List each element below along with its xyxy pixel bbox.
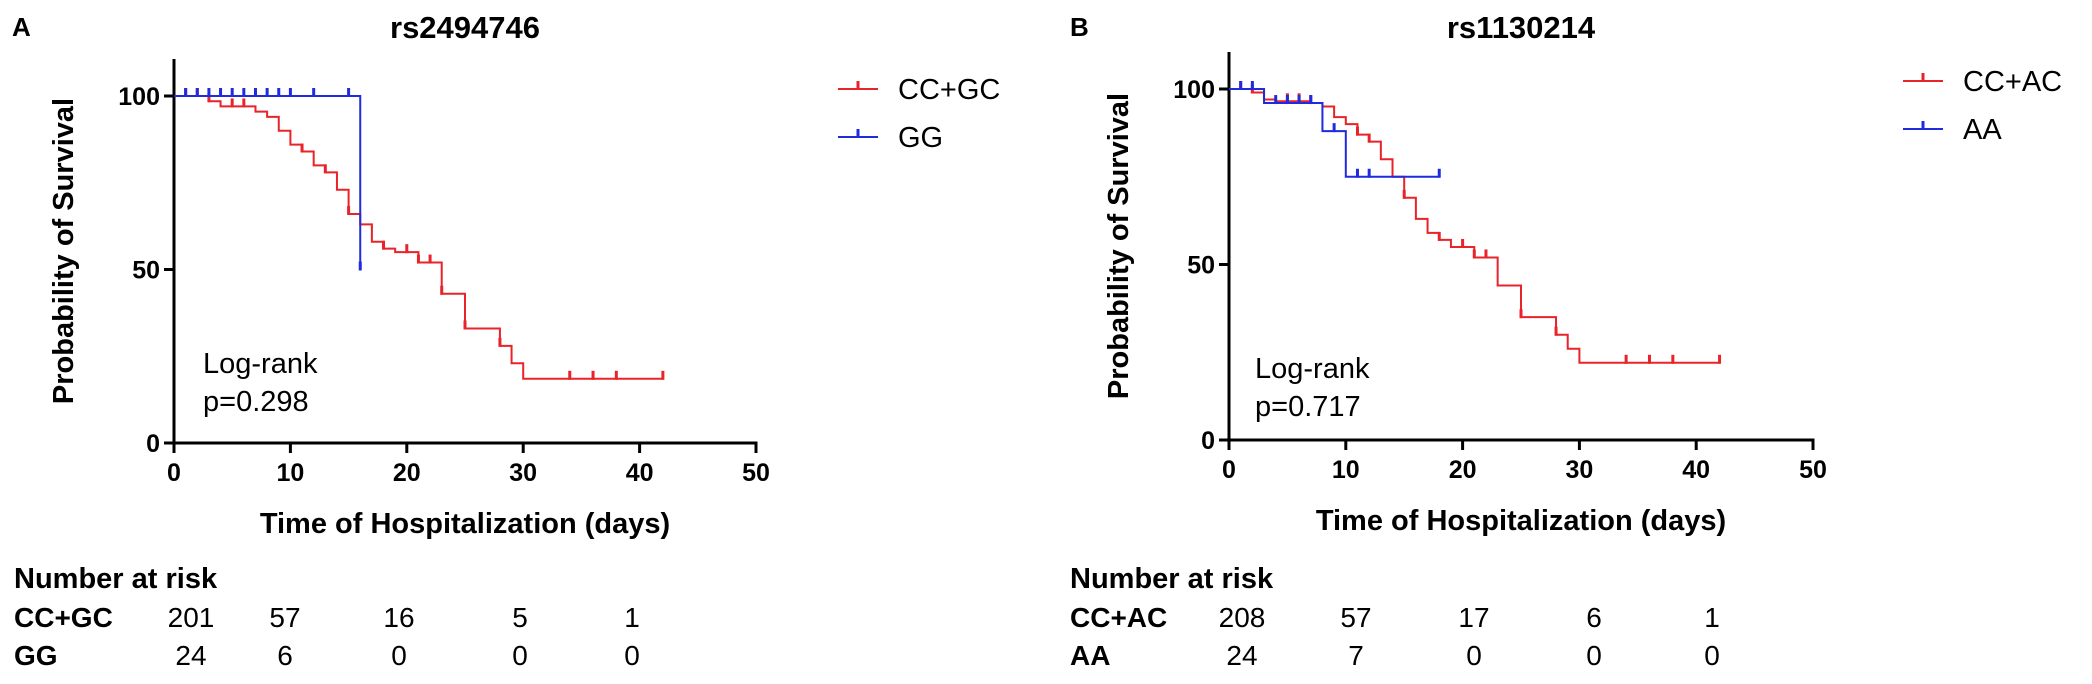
log-rank-annotation: Log-rank: [1255, 353, 1370, 385]
survival-curve-aa: [1229, 88, 1440, 178]
risk-row-label: CC+AC: [1070, 602, 1168, 633]
x-tick-label: 50: [742, 459, 770, 487]
x-tick-label: 20: [1449, 456, 1477, 484]
x-tick-label: 20: [393, 459, 421, 487]
y-axis-label: Probability of Survival: [48, 98, 80, 404]
risk-count: 1: [624, 602, 640, 633]
log-rank-annotation: p=0.298: [203, 386, 309, 418]
risk-row-cc-gc: CC+GC 201 57 16 5 1: [14, 602, 1014, 636]
risk-table-title: Number at risk: [14, 563, 218, 595]
risk-count: 57: [1340, 602, 1372, 633]
survival-panel-b: B rs1130214 0 10 20 30 40 50 0 50 100 Time of Hosp…: [1046, 0, 2092, 684]
risk-count: 24: [1226, 640, 1258, 671]
risk-row-cc-ac: CC+AC 208 57 17 6 1: [1070, 602, 2070, 636]
risk-count: 0: [624, 640, 640, 671]
y-axis-label: Probability of Survival: [1103, 93, 1135, 399]
y-tick-label: 50: [1187, 252, 1215, 280]
survival-panel-a: A rs2494746 0 10 20 30 40 50 0 50 100 Time of Hosp…: [12, 10, 1014, 674]
risk-count: 0: [1466, 640, 1482, 671]
risk-count: 0: [1704, 640, 1720, 671]
risk-count: 0: [391, 640, 407, 671]
x-tick-label: 50: [1799, 456, 1827, 484]
risk-count: 24: [175, 640, 207, 671]
risk-row-gg: GG 24 6 0 0 0: [14, 640, 1014, 674]
x-tick-label: 0: [1222, 456, 1236, 484]
x-axis-label: Time of Hospitalization (days): [1316, 505, 1726, 537]
y-tick-label: 50: [132, 257, 160, 285]
survival-curve-cc-ac: [1229, 88, 1720, 364]
panel-letter: B: [1070, 12, 1089, 42]
y-tick-label: 100: [118, 83, 160, 111]
panel-letter: A: [12, 12, 31, 42]
risk-count: 57: [269, 602, 301, 633]
risk-count: 6: [1586, 602, 1602, 633]
risk-count: 0: [1586, 640, 1602, 671]
x-tick-label: 0: [167, 459, 181, 487]
x-axis-label: Time of Hospitalization (days): [260, 508, 670, 540]
x-tick-label: 10: [1332, 456, 1360, 484]
km-chart-a: rs2494746 0 10 20 30 40 50 0 50 100 Time of Hospit…: [48, 10, 1000, 540]
risk-count: 5: [512, 602, 528, 633]
km-chart-b: rs1130214 0 10 20 30 40 50 0 50 100 Time of Hospit…: [1103, 10, 2062, 537]
log-rank-annotation: p=0.717: [1255, 391, 1361, 423]
chart-title: rs1130214: [1447, 10, 1596, 45]
y-tick-label: 0: [146, 430, 160, 458]
risk-count: 201: [167, 602, 215, 633]
x-tick-label: 40: [626, 459, 654, 487]
x-tick-label: 30: [1565, 456, 1593, 484]
risk-count: 208: [1218, 602, 1266, 633]
risk-table-title: Number at risk: [1070, 563, 1274, 595]
survival-curve-gg: [174, 95, 362, 270]
risk-count: 16: [383, 602, 415, 633]
y-tick-label: 0: [1201, 427, 1215, 455]
risk-count: 17: [1458, 602, 1490, 633]
risk-count: 1: [1704, 602, 1720, 633]
y-tick-label: 100: [1173, 76, 1215, 104]
risk-row-label: AA: [1070, 640, 1111, 671]
x-tick-label: 40: [1682, 456, 1710, 484]
legend-label: CC+AC: [1963, 66, 2062, 98]
risk-row-label: CC+GC: [14, 602, 113, 633]
risk-count: 6: [277, 640, 293, 671]
risk-count: 0: [512, 640, 528, 671]
log-rank-annotation: Log-rank: [203, 348, 318, 380]
legend-label: GG: [898, 122, 943, 154]
legend-label: AA: [1963, 114, 2002, 146]
chart-title: rs2494746: [390, 10, 540, 45]
risk-row-label: GG: [14, 640, 58, 671]
x-tick-label: 10: [276, 459, 304, 487]
x-tick-label: 30: [509, 459, 537, 487]
survival-curve-cc-gc: [174, 95, 663, 380]
legend-label: CC+GC: [898, 74, 1000, 106]
risk-count: 7: [1348, 640, 1364, 671]
risk-row-aa: AA 24 7 0 0 0: [1070, 640, 2070, 674]
